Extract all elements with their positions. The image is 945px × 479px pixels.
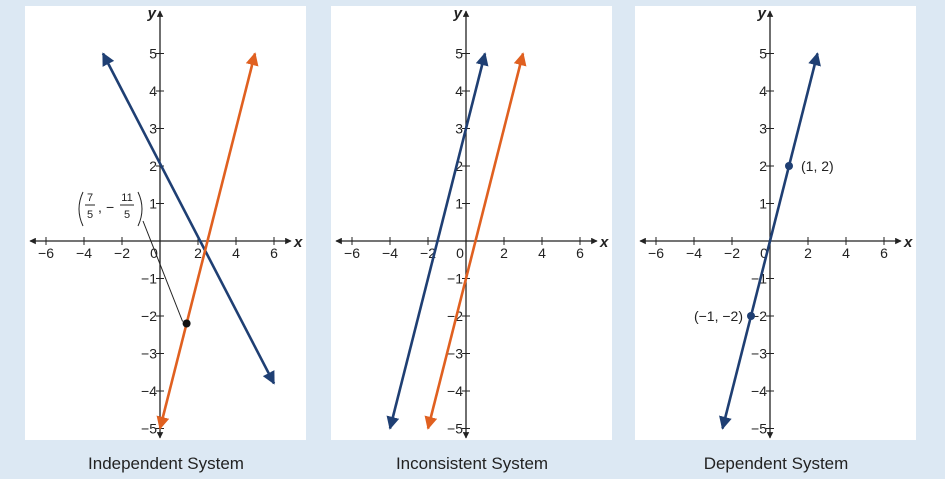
chart-panel-dependent: x y −6 −4 −2 0 2 4 6 −5 −4 −3 −2 −1 1 2 3 4 5 (1, 2) (−1, −2… <box>635 6 916 440</box>
y-tick-label: 4 <box>455 83 463 99</box>
point-label-intersection: 7 5, −11 5 <box>78 191 143 227</box>
point-intersection <box>182 319 191 328</box>
x-axis-label: x <box>903 234 913 251</box>
x-tick-label: −4 <box>686 245 702 261</box>
y-tick-label: 1 <box>149 196 157 212</box>
y-tick-label: −1 <box>141 271 157 287</box>
chart-panel-inconsistent: x y −6 −4 −2 0 2 4 6 −5 −4 −3 −2 −1 1 2 3 4 5 <box>331 6 612 440</box>
point-label-1: (1, 2) <box>801 158 834 174</box>
svg-text:7: 7 <box>87 192 93 204</box>
y-tick-label: −4 <box>447 383 463 399</box>
y-tick-label: −5 <box>141 421 157 437</box>
svg-text:5: 5 <box>87 209 93 221</box>
y-tick-label: −3 <box>141 346 157 362</box>
y-tick-label: 5 <box>149 46 157 62</box>
x-axis-label: x <box>293 234 303 251</box>
x-tick-label: 4 <box>232 245 240 261</box>
y-tick-label: 5 <box>455 46 463 62</box>
y-tick-label: 4 <box>759 83 767 99</box>
point-label-2: (−1, −2) <box>694 308 743 324</box>
x-tick-label: 2 <box>500 245 508 261</box>
caption-dependent: Dependent System <box>703 454 849 473</box>
x-tick-label: −2 <box>114 245 130 261</box>
y-tick-label: 3 <box>455 121 463 137</box>
caption-independent: Independent System <box>88 454 244 473</box>
chart-panel-independent: x y −6 −4 −2 0 2 4 6 −5 −4 −3 −2 −1 1 2 3 4 5 7 5, −11 5 <box>25 6 306 440</box>
y-tick-label: −3 <box>751 346 767 362</box>
point-1 <box>785 162 793 170</box>
x-tick-label: −6 <box>648 245 664 261</box>
y-tick-label: −5 <box>751 421 767 437</box>
svg-text:11: 11 <box>121 192 132 204</box>
x-tick-label: 4 <box>538 245 546 261</box>
svg-text:−: − <box>106 199 114 215</box>
y-tick-label: 2 <box>759 158 767 174</box>
y-axis-label: y <box>453 6 463 22</box>
series-line-2 <box>156 52 259 430</box>
y-tick-label: −2 <box>141 308 157 324</box>
y-axis-label: y <box>147 6 157 22</box>
x-tick-label: 6 <box>270 245 278 261</box>
y-tick-label: 3 <box>149 121 157 137</box>
y-axis-label: y <box>757 6 767 22</box>
y-tick-label: 1 <box>455 196 463 212</box>
x-tick-label: 0 <box>456 245 464 261</box>
svg-text:,: , <box>98 199 102 215</box>
y-tick-label: −1 <box>447 271 463 287</box>
y-tick-label: 5 <box>759 46 767 62</box>
x-axis-label: x <box>599 234 609 251</box>
x-tick-label: 2 <box>804 245 812 261</box>
x-tick-label: 2 <box>194 245 202 261</box>
caption-inconsistent: Inconsistent System <box>395 454 549 473</box>
svg-text:5: 5 <box>124 209 130 221</box>
y-tick-label: −4 <box>751 383 767 399</box>
series-line-1 <box>719 52 821 430</box>
point-2 <box>747 312 755 320</box>
x-tick-label: −6 <box>38 245 54 261</box>
y-tick-label: 4 <box>149 83 157 99</box>
x-tick-label: 4 <box>842 245 850 261</box>
x-tick-label: −4 <box>382 245 398 261</box>
y-tick-label: −4 <box>141 383 157 399</box>
x-tick-label: 0 <box>150 245 158 261</box>
x-tick-label: 6 <box>576 245 584 261</box>
y-tick-label: 3 <box>759 121 767 137</box>
x-tick-label: −2 <box>724 245 740 261</box>
y-tick-label: −5 <box>447 421 463 437</box>
series-line-2 <box>424 52 527 430</box>
y-tick-label: 2 <box>149 158 157 174</box>
x-tick-label: −6 <box>344 245 360 261</box>
x-tick-label: 6 <box>880 245 888 261</box>
y-tick-label: 1 <box>759 196 767 212</box>
x-tick-label: −4 <box>76 245 92 261</box>
callout-line <box>142 220 184 322</box>
